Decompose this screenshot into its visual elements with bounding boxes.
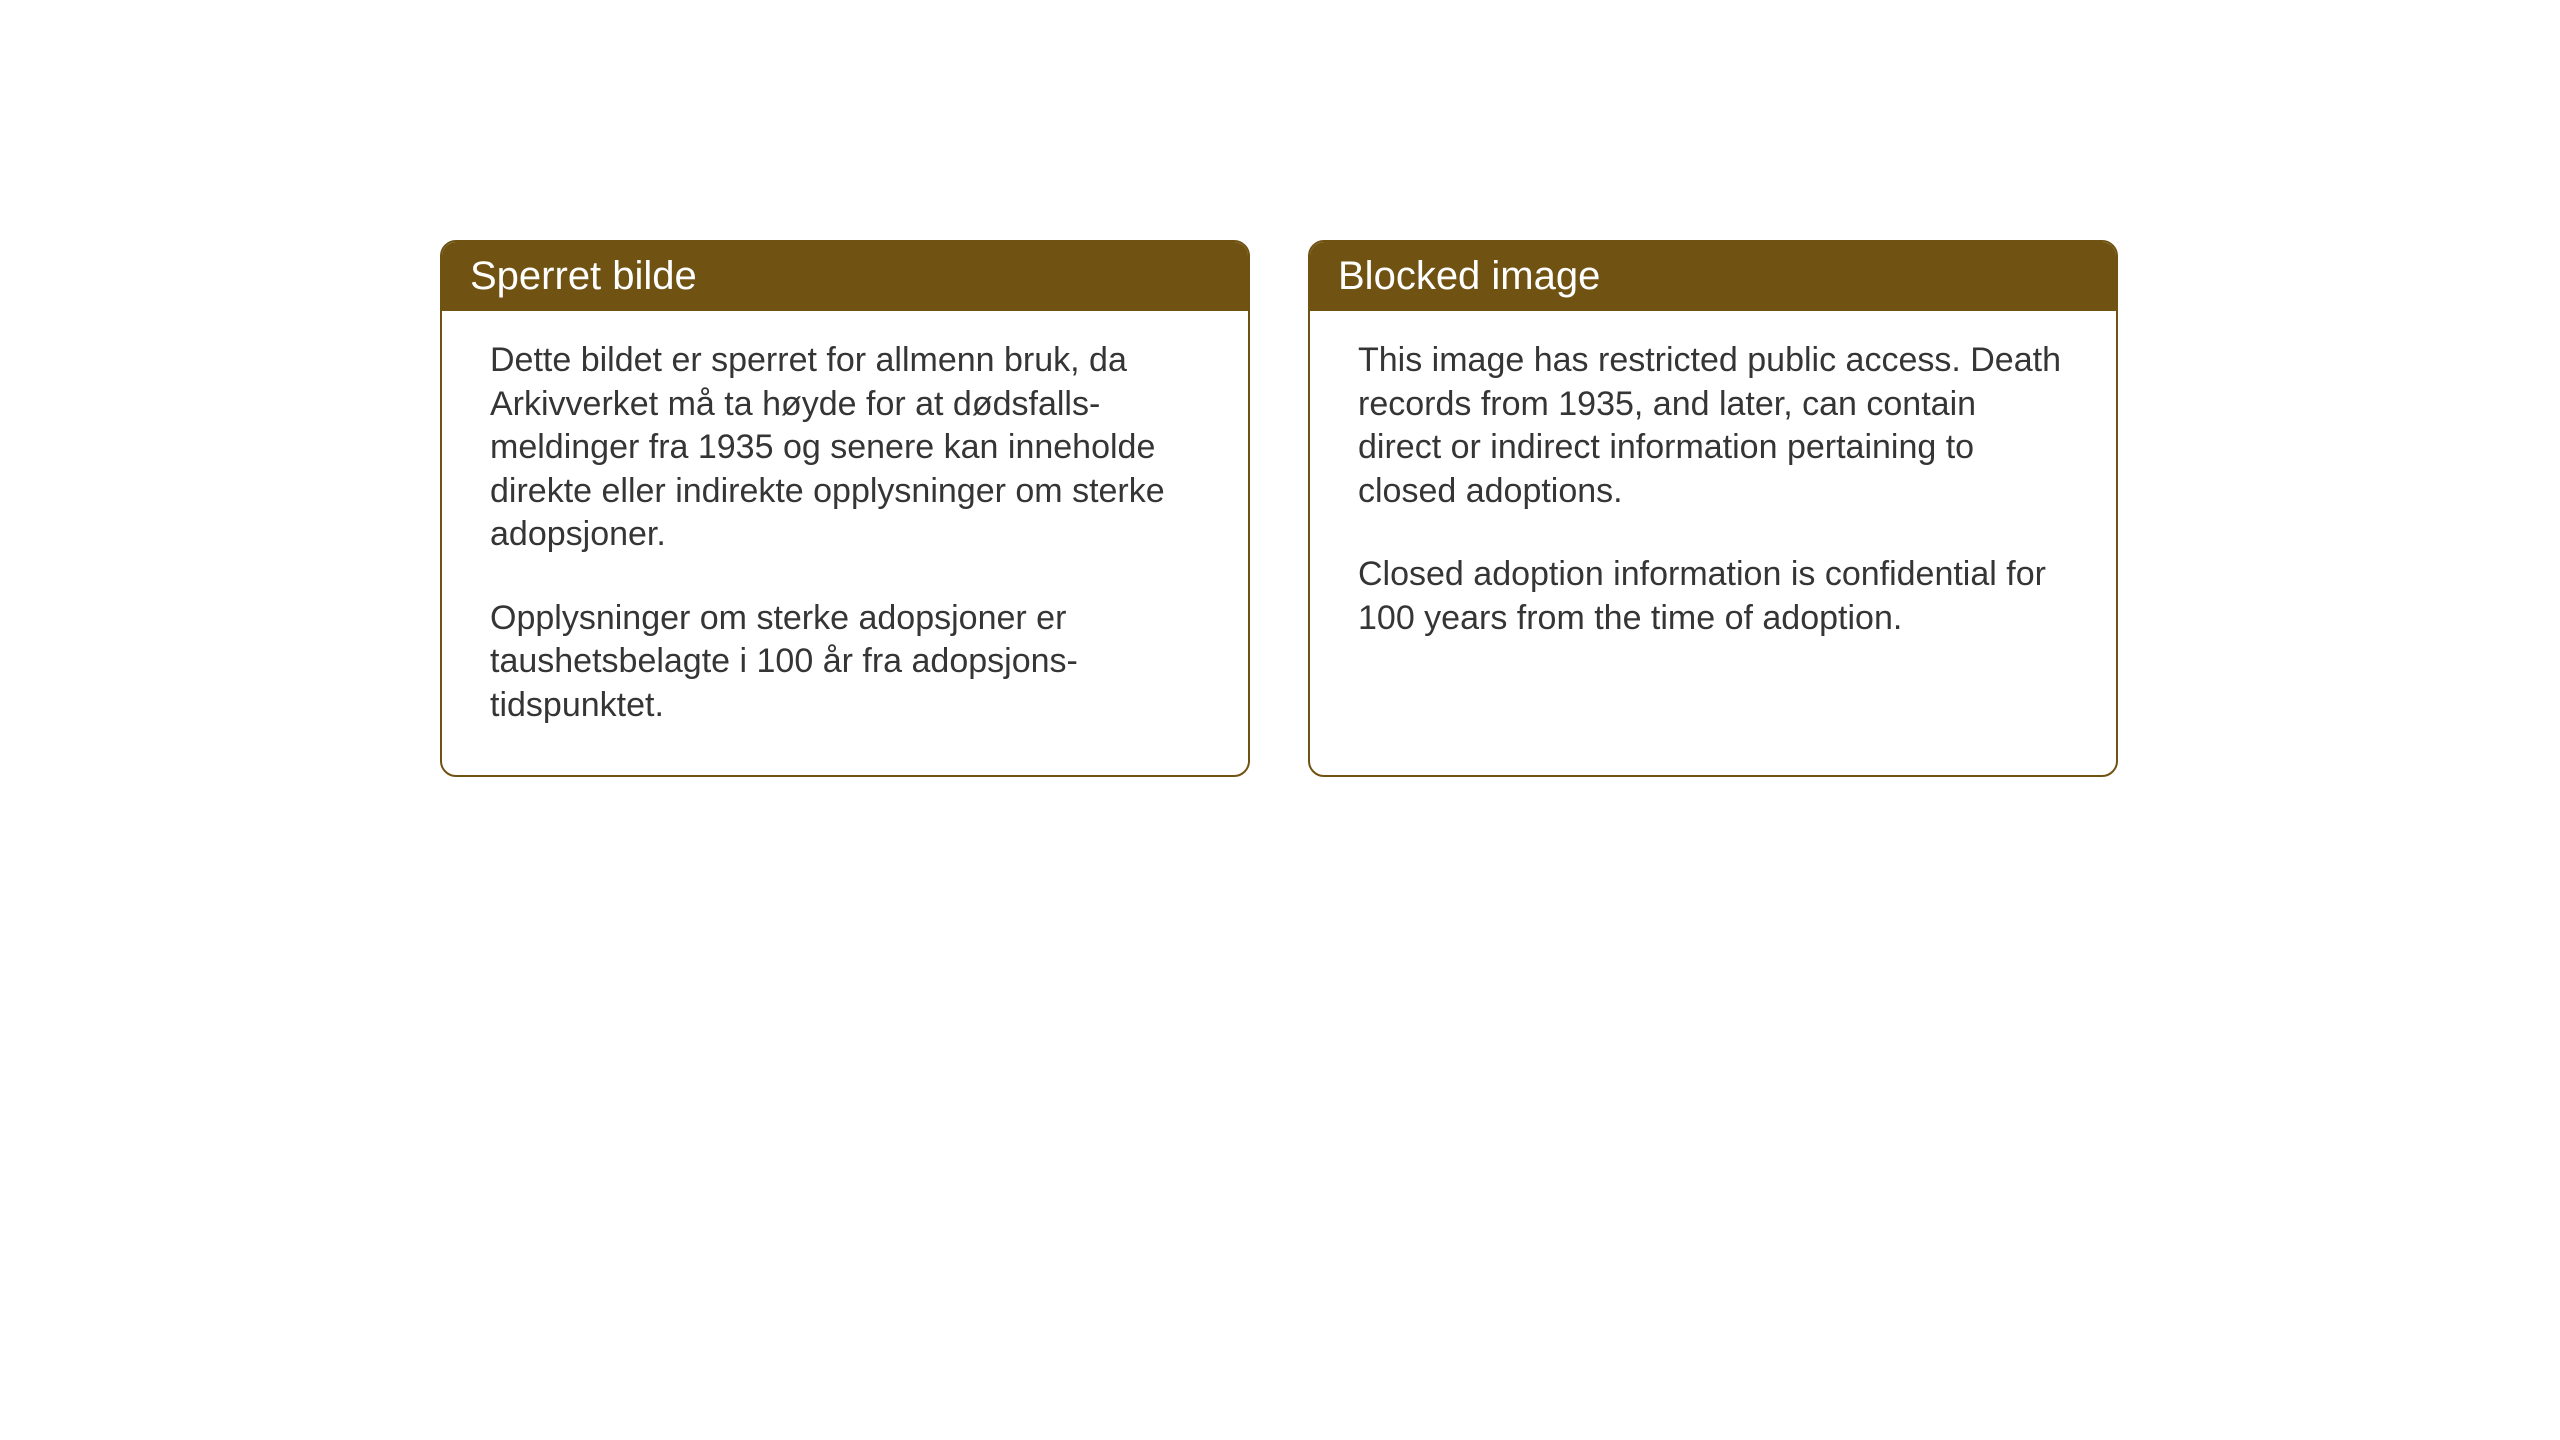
notice-paragraph: Opplysninger om sterke adopsjoner er tau… bbox=[490, 597, 1200, 728]
notices-container: Sperret bilde Dette bildet er sperret fo… bbox=[440, 240, 2118, 777]
notice-body-english: This image has restricted public access.… bbox=[1310, 311, 2116, 688]
notice-paragraph: This image has restricted public access.… bbox=[1358, 339, 2068, 513]
notice-header-norwegian: Sperret bilde bbox=[442, 242, 1248, 311]
notice-box-norwegian: Sperret bilde Dette bildet er sperret fo… bbox=[440, 240, 1250, 777]
notice-body-norwegian: Dette bildet er sperret for allmenn bruk… bbox=[442, 311, 1248, 775]
notice-paragraph: Dette bildet er sperret for allmenn bruk… bbox=[490, 339, 1200, 557]
notice-paragraph: Closed adoption information is confident… bbox=[1358, 553, 2068, 640]
notice-title-english: Blocked image bbox=[1338, 254, 1600, 298]
notice-header-english: Blocked image bbox=[1310, 242, 2116, 311]
notice-box-english: Blocked image This image has restricted … bbox=[1308, 240, 2118, 777]
notice-title-norwegian: Sperret bilde bbox=[470, 254, 697, 298]
